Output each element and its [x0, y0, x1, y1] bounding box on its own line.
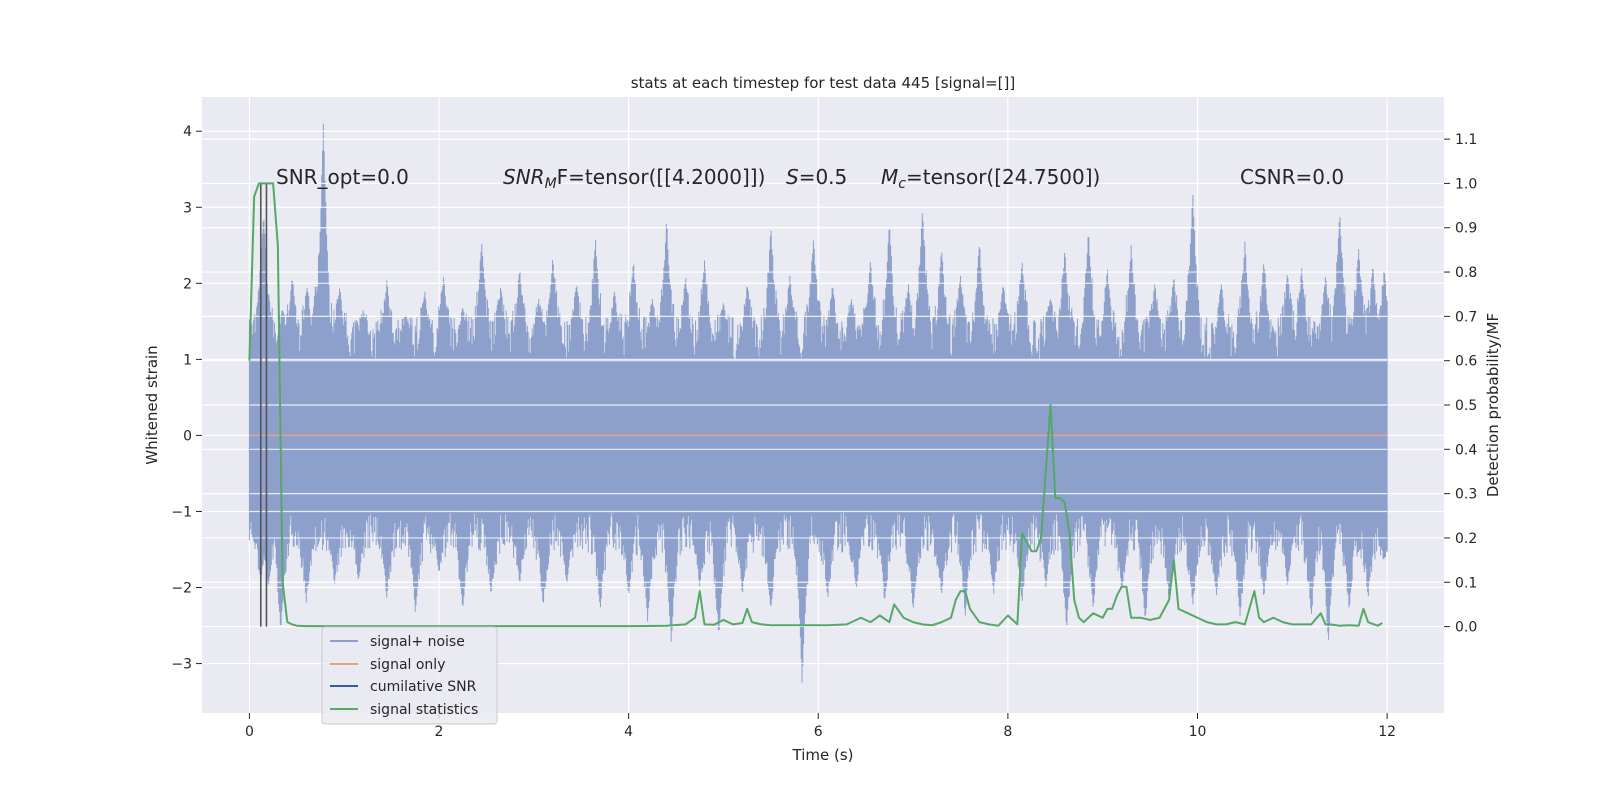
- annotation-snr-opt: SNR_opt=0.0: [276, 165, 409, 189]
- x-tick-label: 4: [624, 724, 633, 740]
- y-tick-label-right: 0.0: [1455, 620, 1477, 636]
- annotation-snr-mf-value: F=tensor([[4.2000]]): [557, 165, 766, 189]
- y-tick-label-right: 0.6: [1455, 354, 1477, 370]
- annotation-snr-mf: SNRMF=tensor([[4.2000]]): [503, 165, 765, 192]
- annotation-csnr: CSNR=0.0: [1240, 165, 1344, 189]
- vertical-markers: [259, 183, 268, 627]
- y-tick-label-left: 3: [183, 200, 192, 216]
- x-tick-label: 2: [435, 724, 444, 740]
- x-tick-label: 10: [1189, 724, 1207, 740]
- legend-label-signal-statistics: signal statistics: [370, 702, 478, 718]
- y-tick-label-left: 1: [183, 352, 192, 368]
- annotation-s-value: =0.5: [799, 165, 848, 189]
- y-tick-label-right: 0.1: [1455, 575, 1477, 591]
- legend-label-signal-only: signal only: [370, 657, 445, 673]
- y-axis-label-left: Whitened strain: [143, 345, 161, 464]
- y-tick-label-right: 0.9: [1455, 221, 1477, 237]
- annotation-mc-sub: c: [898, 176, 906, 192]
- x-tick-label: 6: [814, 724, 823, 740]
- annotation-mc-value: =tensor([24.7500]): [906, 165, 1100, 189]
- legend: signal+ noise signal only cumilative SNR…: [321, 626, 498, 725]
- y-tick-label-right: 1.1: [1455, 132, 1477, 148]
- y-tick-label-left: 0: [183, 428, 192, 444]
- annotation-s-var: S: [786, 165, 799, 189]
- x-tick-label: 8: [1003, 724, 1012, 740]
- y-axis-label-right: Detection probability/MF: [1484, 313, 1502, 497]
- y-tick-label-right: 0.2: [1455, 531, 1477, 547]
- series-signal-statistics: [248, 182, 1383, 628]
- legend-box: [321, 626, 498, 725]
- x-tick-label: 12: [1378, 724, 1396, 740]
- y-tick-label-left: −3: [171, 657, 192, 673]
- annotation-mc-var: M: [881, 165, 898, 189]
- annotation-snr-mf-sub: M: [545, 176, 557, 192]
- y-tick-label-right: 0.7: [1455, 309, 1477, 325]
- y-tick-label-left: −2: [171, 581, 192, 597]
- legend-label-cumulative-snr: cumilative SNR: [370, 679, 477, 695]
- annotation-snr-mf-var: SNR: [503, 165, 545, 189]
- x-tick-label: 0: [245, 724, 254, 740]
- y-tick-label-right: 1.0: [1455, 176, 1477, 192]
- y-tick-label-left: 2: [183, 276, 192, 292]
- y-tick-label-right: 0.5: [1455, 398, 1477, 414]
- y-tick-label-left: 4: [183, 124, 192, 140]
- y-tick-label-left: −1: [171, 504, 192, 520]
- x-axis-label: Time (s): [792, 746, 854, 764]
- axes: 0 2 4 6 8 10 12−3−2−1012340.00.10.20.30.40.50.…: [171, 124, 1477, 740]
- y-tick-label-right: 0.4: [1455, 442, 1477, 458]
- y-tick-label-right: 0.3: [1455, 487, 1477, 503]
- legend-label-signal-noise: signal+ noise: [370, 634, 465, 650]
- y-tick-label-right: 0.8: [1455, 265, 1477, 281]
- signal-statistics-line: [248, 182, 1383, 628]
- annotation-mc: Mc=tensor([24.7500]): [881, 165, 1100, 192]
- annotation-s: S=0.5: [786, 165, 847, 189]
- chart-title: stats at each timestep for test data 445…: [631, 74, 1016, 92]
- annotations: SNR_opt=0.0 SNRMF=tensor([[4.2000]]) S=0…: [276, 165, 1344, 192]
